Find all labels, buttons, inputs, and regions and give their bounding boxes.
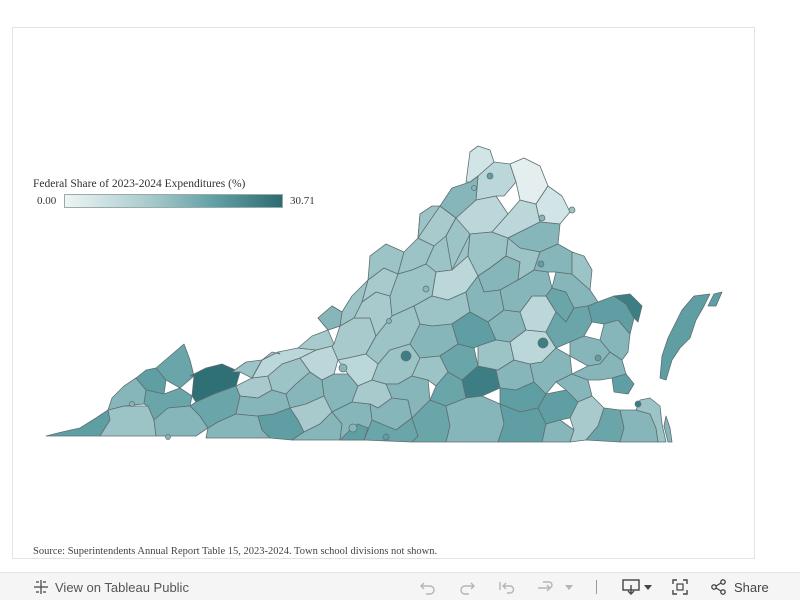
map-region-hampton (611, 373, 635, 395)
legend-max-label: 30.71 (290, 195, 315, 207)
map-region-northern-neck-tip (613, 293, 643, 323)
map-region-virginia-beach (635, 397, 667, 443)
map-region-clarke (417, 205, 441, 239)
undo-button[interactable] (418, 573, 438, 601)
map-city-dot (129, 401, 135, 407)
redo-button[interactable] (457, 573, 477, 601)
map-city-dot (594, 354, 602, 362)
map-region-winchester-top (465, 145, 495, 183)
map-region-bland-north (251, 351, 281, 379)
map-region-greensville (541, 419, 575, 443)
map-city-dot (348, 423, 358, 433)
share-label: Share (734, 579, 769, 595)
download-dropdown-icon (643, 582, 653, 592)
redo-icon (457, 578, 477, 596)
fullscreen-button[interactable] (671, 573, 689, 601)
map-city-dot (400, 350, 412, 362)
map-region-fauquier-west (445, 217, 471, 271)
refresh-button[interactable] (535, 573, 555, 601)
revert-icon (497, 578, 517, 596)
map-city-dot (537, 260, 545, 268)
share-icon (710, 578, 728, 596)
legend-min-label: 0.00 (37, 195, 57, 207)
map-city-dot (634, 400, 642, 408)
fullscreen-icon (671, 578, 689, 596)
map-city-dot (165, 434, 171, 440)
map-region-cape-charles (663, 415, 673, 443)
map-region-buchanan (155, 343, 195, 389)
map-region-alleghany (251, 347, 317, 379)
toolbar-separator (596, 580, 597, 594)
map-city-dot (338, 363, 348, 373)
tableau-logo-icon (32, 578, 50, 596)
share-button[interactable]: Share (710, 573, 769, 601)
map-region-accomack (659, 293, 711, 381)
map-city-dot (537, 337, 549, 349)
map-region-lee (45, 409, 111, 437)
download-button[interactable] (621, 573, 653, 601)
view-on-tableau-label: View on Tableau Public (55, 579, 189, 595)
dropdown-icon (564, 582, 574, 592)
tableau-toolbar: View on Tableau Public (0, 572, 800, 600)
legend-color-ramp (64, 194, 283, 208)
map-region-mecklenburg (445, 395, 505, 443)
map-city-dot (471, 185, 477, 191)
view-on-tableau-link[interactable]: View on Tableau Public (32, 573, 189, 601)
map-city-dot (382, 433, 390, 441)
map-city-dot (422, 285, 430, 293)
refresh-icon (535, 578, 555, 596)
map-city-dot (386, 318, 392, 324)
legend-title: Federal Share of 2023-2024 Expenditures … (33, 178, 246, 190)
map-city-dot (568, 206, 576, 214)
undo-icon (418, 578, 438, 596)
refresh-dropdown[interactable] (564, 573, 574, 601)
download-icon (621, 578, 641, 596)
revert-button[interactable] (497, 573, 517, 601)
map-city-dot (538, 214, 546, 222)
map-region-bath-north (317, 305, 343, 331)
source-note: Source: Superintendents Annual Report Ta… (33, 546, 438, 557)
map-region-bath (297, 329, 335, 351)
map-region-richmond-co (571, 251, 593, 291)
map-region-chincoteague (707, 291, 723, 307)
map-city-dot (486, 172, 494, 180)
